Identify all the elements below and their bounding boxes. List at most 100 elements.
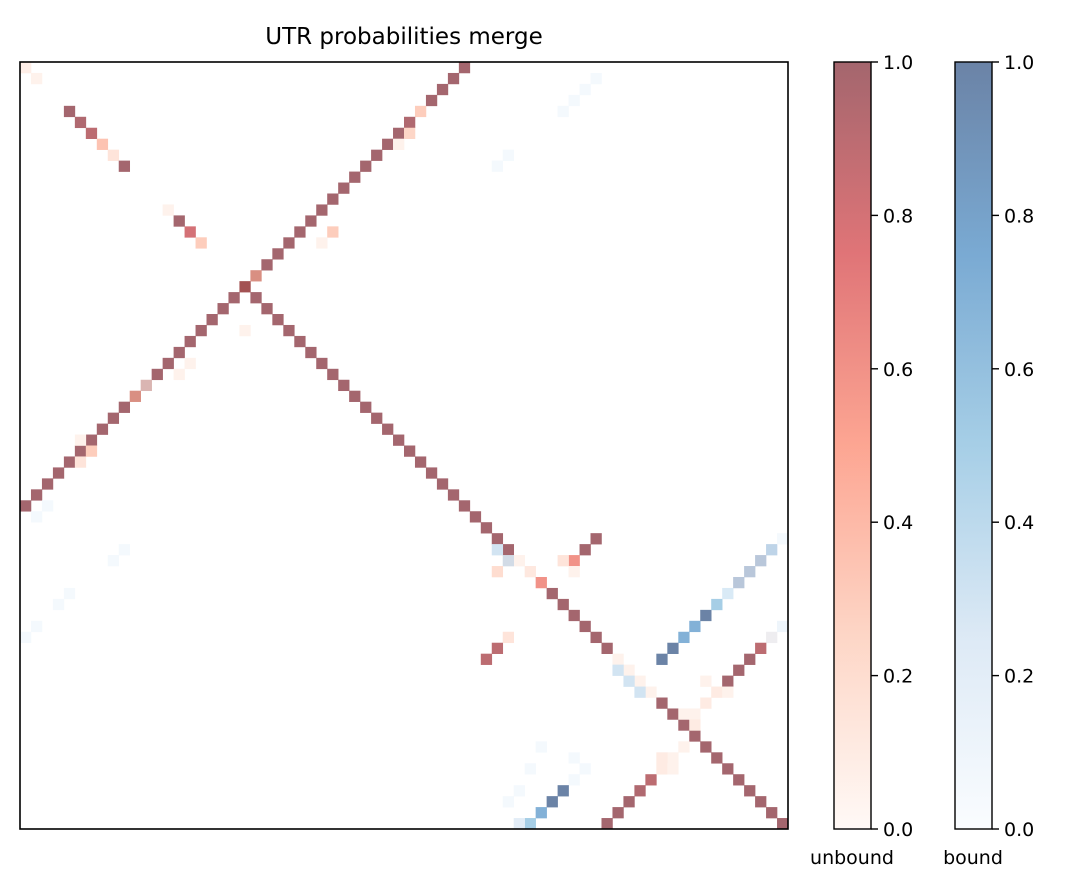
heatmap-cell <box>524 818 536 830</box>
heatmap-cell <box>250 270 262 282</box>
heatmap-cell <box>777 818 789 830</box>
heatmap-cell <box>228 292 240 304</box>
heatmap-cell <box>711 598 723 611</box>
heatmap-cell <box>645 774 657 786</box>
heatmap-cell <box>689 620 701 633</box>
heatmap-cell <box>491 533 504 545</box>
heatmap-cell <box>360 160 372 172</box>
heatmap-cell <box>20 62 32 74</box>
heatmap-cell <box>20 500 32 512</box>
heatmap-cell <box>491 642 504 654</box>
heatmap-cell <box>557 105 569 118</box>
heatmap-cell <box>447 489 460 501</box>
heatmap-cell <box>733 576 745 589</box>
heatmap-cell <box>667 752 679 764</box>
plot-frame <box>19 61 789 830</box>
heatmap-cell <box>491 160 504 172</box>
heatmap-cell <box>777 620 789 633</box>
heatmap-cell <box>623 675 635 687</box>
heatmap-cell <box>294 226 306 238</box>
heatmap-cell <box>744 653 756 665</box>
heatmap-cell <box>568 774 580 786</box>
heatmap-cell <box>85 445 98 457</box>
heatmap-cell <box>74 434 87 446</box>
heatmap-cell <box>338 379 350 392</box>
heatmap-cell <box>436 83 449 96</box>
heatmap-cell <box>436 478 449 490</box>
heatmap-cell <box>568 609 580 622</box>
heatmap-cell <box>612 807 624 819</box>
colorbar-unbound-frame <box>833 61 872 830</box>
heatmap-cell <box>371 149 383 161</box>
heatmap-cell <box>711 686 723 698</box>
heatmap-cell <box>316 204 328 216</box>
colorbar-bound-label: bound <box>943 847 1003 869</box>
chart-title: UTR probabilities merge <box>265 24 542 50</box>
heatmap-cell <box>425 94 438 107</box>
heatmap-cell <box>195 324 207 337</box>
heatmap-cell <box>305 346 317 359</box>
colorbar-unbound-gradient <box>834 62 871 829</box>
heatmap-cell <box>766 544 778 556</box>
colorbar-unbound-tick-label: 1.0 <box>883 52 913 74</box>
heatmap-cell <box>382 138 394 150</box>
colorbar-unbound-tick-label: 0.8 <box>883 205 913 227</box>
colorbar-bound-tick-label: 0.6 <box>1004 359 1034 381</box>
heatmap-cell <box>568 752 580 764</box>
heatmap-cell <box>524 566 536 578</box>
heatmap-cell <box>404 127 416 139</box>
heatmap-cell <box>63 587 76 600</box>
heatmap-cell <box>744 785 756 797</box>
heatmap-cell <box>590 631 602 644</box>
heatmap-cell <box>162 357 174 370</box>
heatmap-cell <box>777 533 789 545</box>
heatmap-cell <box>41 478 54 490</box>
colorbar-bound-ticks: 0.0 0.2 0.4 0.6 0.8 1.0 <box>992 52 1034 841</box>
heatmap-cell <box>107 555 120 567</box>
heatmap-cell <box>623 664 635 676</box>
heatmap-cell <box>678 741 690 753</box>
heatmap-cell <box>382 423 394 435</box>
heatmap-cell <box>667 642 679 654</box>
heatmap-cell <box>755 642 767 654</box>
heatmap-cell <box>535 576 547 589</box>
heatmap-cell <box>283 237 295 249</box>
heatmap-cell <box>656 752 668 764</box>
heatmap-cell <box>579 83 591 96</box>
heatmap-cell <box>502 149 515 161</box>
heatmap-cell <box>305 215 317 227</box>
heatmap-cell <box>107 412 120 424</box>
heatmap-cell <box>469 511 482 523</box>
heatmap-cell <box>656 763 668 775</box>
heatmap-cell <box>74 116 87 129</box>
heatmap-cell <box>272 248 284 260</box>
colorbar-unbound-tick-label: 0.4 <box>883 512 913 534</box>
heatmap-cell <box>678 719 690 731</box>
heatmap-cell <box>524 763 536 775</box>
heatmap-cell <box>316 357 328 370</box>
heatmap-cell <box>733 774 745 786</box>
colorbar-bound: 0.0 0.2 0.4 0.6 0.8 1.0 bound <box>943 52 1034 869</box>
heatmap-cell <box>557 598 569 611</box>
heatmap-cell <box>338 182 350 194</box>
colorbar-unbound-tick-label: 0.2 <box>883 666 913 688</box>
heatmap-cell <box>579 620 591 633</box>
heatmap-cell <box>360 401 372 413</box>
heatmap-cell <box>63 456 76 468</box>
heatmap-cell <box>634 686 646 698</box>
heatmap-cell <box>667 763 679 775</box>
colorbar-bound-tick-label: 0.4 <box>1004 512 1034 534</box>
heatmap-cell <box>513 818 525 830</box>
heatmap-cell <box>20 631 32 644</box>
heatmap-cell <box>404 445 416 457</box>
heatmap-cell <box>711 752 723 764</box>
heatmap-cell <box>118 544 131 556</box>
heatmap-cell <box>722 763 734 775</box>
colorbar-unbound-tick-label: 0.6 <box>883 359 913 381</box>
heatmap-cell <box>513 785 525 797</box>
heatmap-cell <box>557 785 569 797</box>
heatmap-cell <box>316 237 328 249</box>
colorbar-bound-tick-label: 0.0 <box>1004 819 1034 841</box>
heatmap-cell <box>568 566 580 578</box>
heatmap-cell <box>327 368 339 381</box>
